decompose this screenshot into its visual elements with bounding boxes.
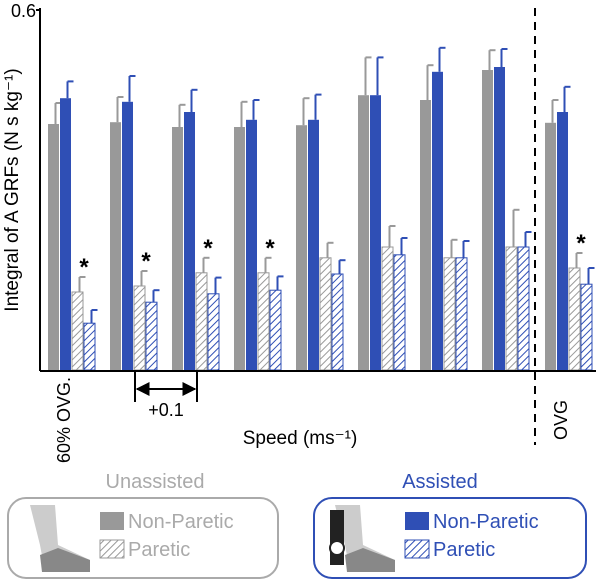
bar <box>393 254 406 371</box>
shoe-icon <box>40 548 90 572</box>
legend-label: Paretic <box>433 539 495 561</box>
bar <box>545 122 556 370</box>
legend-label: Non-Paretic <box>433 511 539 533</box>
x-axis-label: Speed (ms⁻¹) <box>243 428 358 449</box>
significance-marker: * <box>203 235 213 262</box>
bar <box>48 124 59 370</box>
bar <box>122 101 133 371</box>
bar <box>110 122 121 370</box>
step-annotation: +0.1 <box>148 400 184 420</box>
bar <box>580 283 593 371</box>
legend-swatch <box>99 539 125 559</box>
bar <box>296 125 307 370</box>
bar <box>257 272 270 371</box>
shoe-icon <box>345 548 395 572</box>
bar <box>420 100 431 370</box>
legend-swatch <box>405 512 429 530</box>
bar <box>505 246 518 371</box>
bar <box>133 285 146 371</box>
bar <box>381 246 394 371</box>
bar <box>568 267 581 371</box>
legend: Non-Paretic Non-Paretic Paretic Paretic <box>99 511 539 561</box>
legend-title: Unassisted <box>106 471 205 493</box>
bar <box>207 293 220 371</box>
bar <box>246 119 257 370</box>
plot-area <box>48 46 595 371</box>
bar <box>494 67 505 370</box>
significance-marker: * <box>141 248 151 275</box>
significance-marker: * <box>79 254 89 281</box>
significance-marker: * <box>576 230 586 257</box>
bar <box>83 322 96 371</box>
legend-title: Assisted <box>402 471 478 493</box>
motor-icon <box>329 540 345 556</box>
bar <box>269 289 282 371</box>
bar <box>60 98 71 370</box>
bar <box>482 70 493 370</box>
bar <box>517 246 530 371</box>
legend-swatch <box>404 539 430 559</box>
bar <box>432 71 443 371</box>
exo-icon <box>330 510 344 565</box>
legend-label: Non-Paretic <box>128 511 234 533</box>
bar <box>557 112 568 370</box>
bar <box>319 257 332 371</box>
y-axis-label: Integral of A GRFs (N s kg⁻¹) <box>2 68 23 311</box>
legend-label: Paretic <box>128 539 190 561</box>
bar <box>71 291 84 371</box>
significance-marker: * <box>265 235 275 262</box>
bar <box>370 95 381 370</box>
bar <box>195 272 208 371</box>
legend-swatch <box>100 512 124 530</box>
x-tick-label: 60% OVG. <box>54 377 74 463</box>
bar <box>184 112 195 370</box>
bar <box>308 119 319 370</box>
bar <box>331 273 344 371</box>
bar <box>358 95 369 370</box>
bar <box>443 257 456 371</box>
bar <box>145 301 158 371</box>
bar <box>455 257 468 371</box>
y-tick-label: 0.6 <box>11 1 36 21</box>
bar <box>172 127 183 370</box>
x-tick-label: OVG <box>551 400 571 440</box>
bar <box>234 127 245 370</box>
